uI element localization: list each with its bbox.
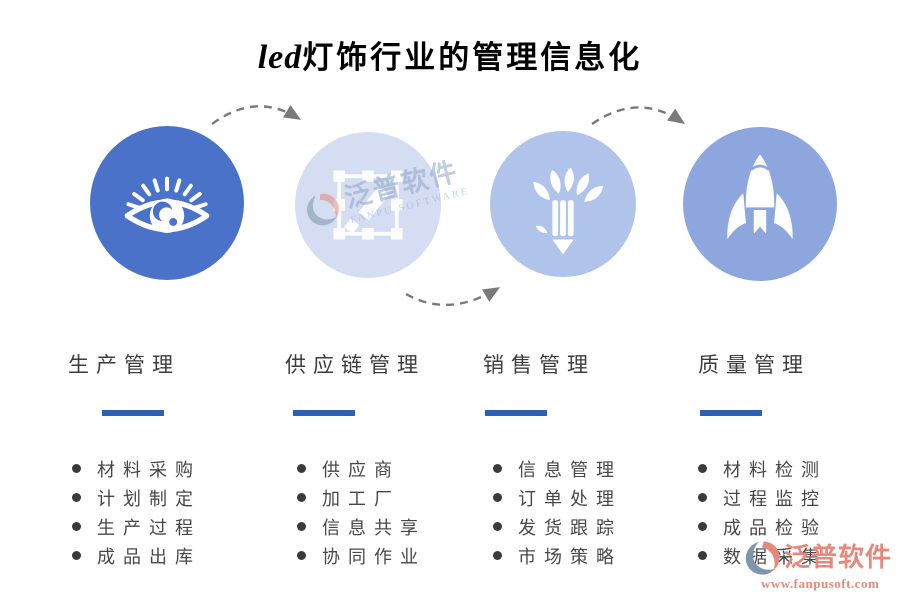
heading-underline — [485, 410, 547, 416]
list-item: 生产过程 — [68, 512, 268, 541]
design-frame-pen-icon — [333, 170, 403, 240]
bullet-icon — [698, 551, 707, 560]
list-item: 供应商 — [285, 454, 485, 483]
list-item: 加工厂 — [285, 483, 485, 512]
column-items-production: 材料采购 计划制定 生产过程 成品出库 — [68, 454, 268, 570]
heading-underline — [293, 410, 355, 416]
bullet-icon — [493, 522, 502, 531]
heading-underline — [102, 410, 164, 416]
bullet-icon — [297, 493, 306, 502]
bullet-icon — [698, 464, 707, 473]
column-production: 生产管理 材料采购 计划制定 生产过程 成品出库 — [68, 349, 268, 570]
list-item: 发货跟踪 — [483, 512, 683, 541]
list-item: 订单处理 — [483, 483, 683, 512]
bullet-icon — [72, 551, 81, 560]
column-items-supply-chain: 供应商 加工厂 信息共享 协同作业 — [285, 454, 485, 570]
column-sales: 销售管理 信息管理 订单处理 发货跟踪 市场策略 — [483, 349, 683, 570]
bullet-icon — [698, 493, 707, 502]
arrow-step2-step3 — [405, 287, 501, 307]
bullet-icon — [493, 464, 502, 473]
fanpu-footer-logo: 泛普软件 www.fanpusoft.com — [743, 539, 892, 594]
rocket-icon — [727, 154, 793, 240]
list-item: 信息共享 — [285, 512, 485, 541]
step-circle-supply-chain — [295, 132, 441, 278]
column-quality: 质量管理 材料检测 过程监控 成品检验 数据采集 — [698, 349, 898, 570]
column-items-sales: 信息管理 订单处理 发货跟踪 市场策略 — [483, 454, 683, 570]
bullet-icon — [72, 493, 81, 502]
bullet-icon — [698, 522, 707, 531]
bullet-icon — [72, 522, 81, 531]
bullet-icon — [493, 551, 502, 560]
list-item: 市场策略 — [483, 541, 683, 570]
column-items-quality: 材料检测 过程监控 成品检验 数据采集 — [698, 454, 898, 570]
title-latin: led — [257, 39, 303, 76]
list-item: 过程监控 — [698, 483, 898, 512]
list-item: 计划制定 — [68, 483, 268, 512]
arrow-step1-step2 — [211, 105, 302, 125]
list-item: 信息管理 — [483, 454, 683, 483]
bullet-icon — [297, 551, 306, 560]
footer-logo-row: 泛普软件 — [743, 539, 892, 577]
column-supply-chain: 供应链管理 供应商 加工厂 信息共享 协同作业 — [285, 349, 485, 570]
column-heading-sales: 销售管理 — [483, 353, 595, 377]
column-heading-production: 生产管理 — [68, 353, 180, 377]
list-item: 成品检验 — [698, 512, 898, 541]
title-chinese: 灯饰行业的管理信息化 — [302, 40, 643, 75]
page-title: led灯饰行业的管理信息化 — [0, 32, 900, 77]
bullet-icon — [297, 464, 306, 473]
list-item: 成品出库 — [68, 541, 268, 570]
bullet-icon — [297, 522, 306, 531]
column-heading-quality: 质量管理 — [698, 353, 810, 377]
step-circle-quality — [683, 127, 837, 281]
bullet-icon — [72, 464, 81, 473]
arrow-step3-step4 — [591, 106, 685, 125]
footer-logo-url: www.fanpusoft.com — [760, 576, 880, 591]
column-heading-supply-chain: 供应链管理 — [285, 353, 425, 377]
list-item: 协同作业 — [285, 541, 485, 570]
list-item: 材料检测 — [698, 454, 898, 483]
step-circle-production — [90, 126, 244, 280]
eye-icon — [124, 176, 210, 233]
step-circle-sales — [490, 131, 636, 277]
list-item: 材料采购 — [68, 454, 268, 483]
pencil-leaves-icon — [533, 167, 604, 255]
footer-logo-name: 泛普软件 — [783, 543, 892, 572]
heading-underline — [700, 410, 762, 416]
fanpu-logo-icon — [745, 541, 780, 575]
bullet-icon — [493, 493, 502, 502]
